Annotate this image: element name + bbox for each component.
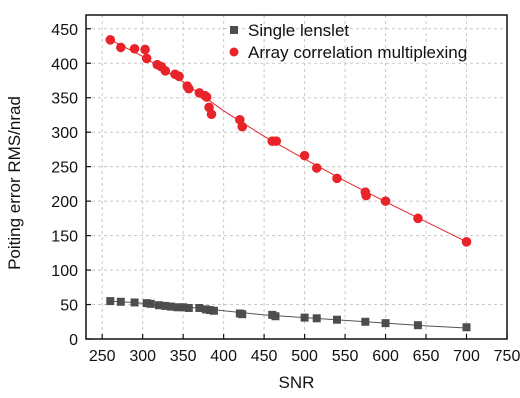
single-lenslet-point xyxy=(116,297,125,306)
x-tick-label: 550 xyxy=(332,348,359,365)
array-correlation-point xyxy=(129,43,140,54)
array-correlation-point xyxy=(184,83,194,94)
data-points xyxy=(105,35,472,332)
array-correlation-point xyxy=(174,71,184,82)
array-correlation-point xyxy=(299,150,310,161)
x-tick-label: 650 xyxy=(413,348,440,365)
y-axis-title: Poiting error RMS/nrad xyxy=(5,96,24,270)
array-correlation-point xyxy=(140,44,150,55)
array-correlation-point xyxy=(380,196,391,206)
y-tick-label: 0 xyxy=(69,332,78,349)
legend-label-array-correlation-multiplexing: Array correlation multiplexing xyxy=(248,43,467,62)
single-lenslet-point xyxy=(201,305,210,314)
x-tick-label: 350 xyxy=(170,348,197,365)
single-lenslet-point xyxy=(154,301,163,310)
single-lenslet-point xyxy=(312,314,321,323)
single-lenslet-point xyxy=(300,313,309,322)
x-tick-label: 600 xyxy=(372,348,399,365)
single-lenslet-point xyxy=(361,317,370,326)
single-lenslet-point xyxy=(106,297,115,306)
single-lenslet-point xyxy=(413,321,422,330)
y-tick-label: 200 xyxy=(51,194,78,211)
x-tick-label: 250 xyxy=(89,348,116,365)
legend-item-single-lenslet: Single lenslet xyxy=(230,21,349,40)
x-tick-label: 450 xyxy=(251,348,278,365)
single-lenslet-point xyxy=(462,323,471,332)
array-correlation-point xyxy=(311,163,322,173)
y-tick-label: 150 xyxy=(51,229,78,246)
y-tick-label: 50 xyxy=(60,298,78,315)
axis-tick-labels: 250 300 350 400 450 500 550 600 650 700 750 0 50 100 1… xyxy=(51,22,520,365)
array-correlation-point xyxy=(116,42,126,53)
array-correlation-point xyxy=(361,190,371,201)
y-tick-label: 250 xyxy=(51,160,78,177)
legend-circle-marker xyxy=(229,47,239,57)
array-correlation-point xyxy=(461,237,472,247)
y-tick-label: 450 xyxy=(51,22,78,39)
array-correlation-point xyxy=(413,213,423,224)
y-tick-label: 300 xyxy=(51,125,78,142)
x-tick-label: 500 xyxy=(291,348,318,365)
single-lenslet-point xyxy=(173,303,182,312)
legend: Single lenslet Array correlation multipl… xyxy=(229,21,467,62)
legend-square-marker xyxy=(230,26,238,34)
array-correlation-point xyxy=(201,92,212,102)
single-lenslet-point xyxy=(205,306,214,315)
x-axis-title: SNR xyxy=(279,373,315,392)
fit-curves xyxy=(110,39,467,329)
x-tick-label: 400 xyxy=(210,348,237,365)
array-correlation-point xyxy=(105,35,116,45)
x-tick-label: 750 xyxy=(494,348,520,365)
y-tick-label: 400 xyxy=(51,56,78,73)
array-correlation-point xyxy=(271,136,282,146)
single-lenslet-point xyxy=(179,303,188,312)
single-lenslet-point xyxy=(209,306,218,315)
y-tick-label: 350 xyxy=(51,91,78,108)
x-tick-label: 300 xyxy=(129,348,156,365)
single-lenslet-point xyxy=(184,303,193,312)
single-lenslet-point xyxy=(332,315,341,324)
single-lenslet-point xyxy=(161,301,170,310)
y-tick-label: 100 xyxy=(51,263,78,280)
single-lenslet-point xyxy=(167,302,176,311)
array-correlation-point xyxy=(206,109,217,120)
legend-item-array-correlation-multiplexing: Array correlation multiplexing xyxy=(229,43,467,62)
single-lenslet-point xyxy=(130,298,139,307)
plot-frame xyxy=(85,14,508,340)
array-correlation-point xyxy=(160,66,171,76)
grid xyxy=(86,15,508,340)
single-lenslet-point xyxy=(146,299,155,308)
single-lenslet-point xyxy=(381,319,390,328)
single-lenslet-point xyxy=(195,303,204,312)
array-correlation-point xyxy=(332,173,342,184)
array-correlation-point xyxy=(237,121,248,132)
single-lenslet-point xyxy=(271,312,280,321)
single-lenslet-point xyxy=(238,310,247,319)
x-tick-label: 700 xyxy=(453,348,480,365)
array-correlation-point xyxy=(141,53,152,64)
legend-label-single-lenslet: Single lenslet xyxy=(248,21,349,40)
single-lenslet-point xyxy=(142,299,151,308)
axis-ticks xyxy=(86,28,508,340)
